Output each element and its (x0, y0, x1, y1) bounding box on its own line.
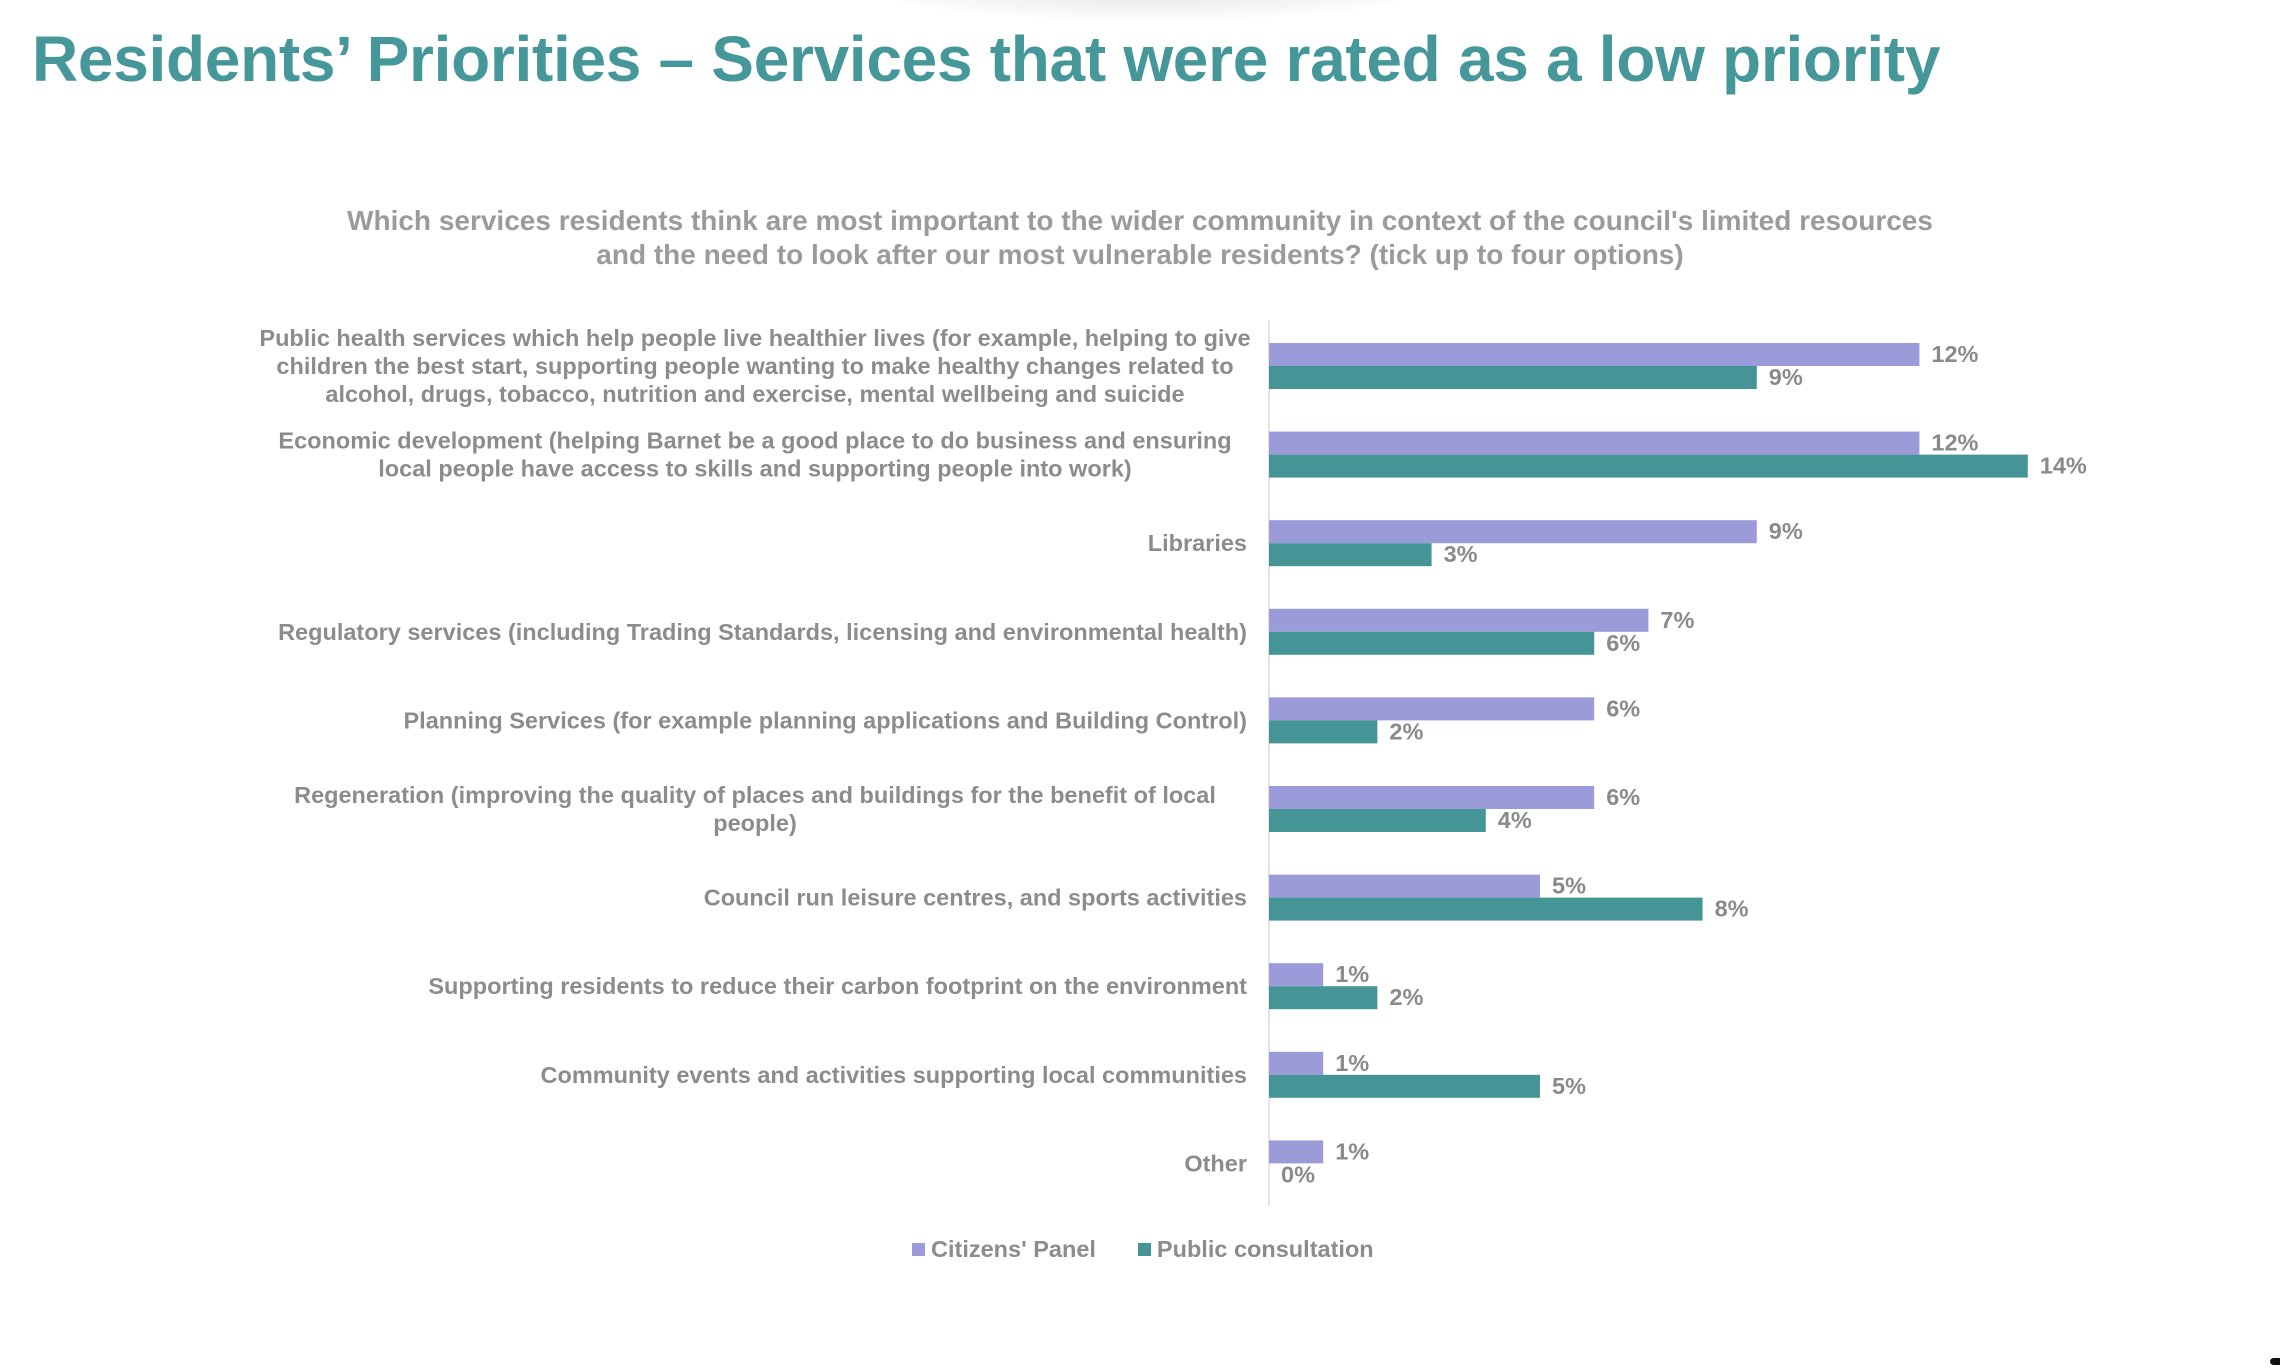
bar-public-consultation (1269, 454, 2028, 478)
value-label-public-consultation: 4% (1498, 807, 1532, 833)
bar-public-consultation (1269, 543, 1432, 567)
value-labels: 12% 9% 12% 14% 9% 3% 7% 6% 6% 2% 6% 4% 5% 8% 1% 2% 1% 5% 1… (1281, 341, 2087, 1187)
value-label-public-consultation: 14% (2040, 453, 2087, 479)
bar-citizens-panel (1269, 608, 1649, 632)
bar-citizens-panel (1269, 343, 1920, 366)
bar-public-consultation (1269, 809, 1486, 832)
value-label-public-consultation: 2% (1389, 718, 1423, 744)
category-label: Libraries (1148, 530, 1247, 556)
bars (1269, 343, 2028, 1164)
category-label: children the best start, supporting peop… (276, 353, 1233, 379)
bar-public-consultation (1269, 1074, 1540, 1098)
value-label-public-consultation: 6% (1606, 630, 1640, 656)
legend-label-public-consultation: Public consultation (1156, 1236, 1374, 1262)
category-label: Regeneration (improving the quality of p… (294, 782, 1216, 808)
category-label: Public health services which help people… (259, 325, 1250, 351)
category-label: Planning Services (for example planning … (404, 707, 1248, 733)
category-label: Community events and activities supporti… (541, 1062, 1247, 1088)
value-label-citizens-panel: 5% (1552, 873, 1586, 899)
bar-public-consultation (1269, 897, 1703, 921)
category-label: people) (713, 810, 797, 836)
value-label-citizens-panel: 1% (1335, 1138, 1369, 1164)
category-label: alcohol, drugs, tobacco, nutrition and e… (325, 381, 1184, 407)
category-labels: Public health services which help people… (259, 325, 1250, 1176)
value-label-public-consultation: 2% (1389, 984, 1423, 1010)
legend-label-citizens-panel: Citizens' Panel (931, 1236, 1096, 1262)
bar-citizens-panel (1269, 786, 1595, 809)
value-label-public-consultation: 3% (1444, 541, 1478, 567)
chart-title-line-2: and the need to look after our most vuln… (596, 239, 1684, 270)
bar-citizens-panel (1269, 431, 1920, 455)
top-shadow (880, 0, 1420, 20)
category-label: local people have access to skills and s… (378, 456, 1131, 482)
value-label-public-consultation: 5% (1552, 1073, 1586, 1099)
chart-title: Which services residents think are most … (230, 204, 2050, 272)
legend-swatch-citizens-panel (912, 1243, 925, 1256)
value-label-citizens-panel: 6% (1606, 695, 1640, 721)
value-label-citizens-panel: 1% (1335, 961, 1369, 987)
bar-citizens-panel (1269, 520, 1757, 544)
bar-citizens-panel (1269, 1140, 1324, 1164)
value-label-citizens-panel: 7% (1660, 607, 1694, 633)
bar-public-consultation (1269, 986, 1378, 1010)
value-label-public-consultation: 0% (1281, 1161, 1315, 1187)
category-label: Council run leisure centres, and sports … (704, 885, 1247, 911)
value-label-public-consultation: 8% (1715, 896, 1749, 922)
value-label-citizens-panel: 12% (1931, 430, 1978, 456)
value-label-citizens-panel: 9% (1769, 518, 1803, 544)
bar-public-consultation (1269, 720, 1378, 744)
category-label: Other (1184, 1150, 1247, 1176)
value-label-citizens-panel: 6% (1606, 784, 1640, 810)
bar-citizens-panel (1269, 874, 1540, 898)
bar-public-consultation (1269, 366, 1757, 389)
bar-citizens-panel (1269, 963, 1324, 987)
bar-citizens-panel (1269, 697, 1595, 721)
legend-item-citizens-panel[interactable]: Citizens' Panel (912, 1236, 1096, 1263)
value-label-public-consultation: 9% (1769, 364, 1803, 390)
value-label-citizens-panel: 12% (1931, 341, 1978, 367)
bar-public-consultation (1269, 631, 1595, 655)
chart-title-line-1: Which services residents think are most … (347, 205, 1933, 236)
legend: Citizens' Panel Public consultation (912, 1236, 1374, 1263)
corner-mark (2270, 1358, 2280, 1365)
legend-item-public-consultation[interactable]: Public consultation (1137, 1236, 1374, 1263)
page-title: Residents’ Priorities – Services that we… (32, 23, 1941, 95)
category-label: Regulatory services (including Trading S… (278, 619, 1247, 645)
value-label-citizens-panel: 1% (1335, 1050, 1369, 1076)
category-label: Economic development (helping Barnet be … (278, 428, 1231, 454)
category-label: Supporting residents to reduce their car… (428, 973, 1247, 999)
bar-citizens-panel (1269, 1051, 1324, 1075)
legend-swatch-public-consultation (1137, 1243, 1151, 1256)
